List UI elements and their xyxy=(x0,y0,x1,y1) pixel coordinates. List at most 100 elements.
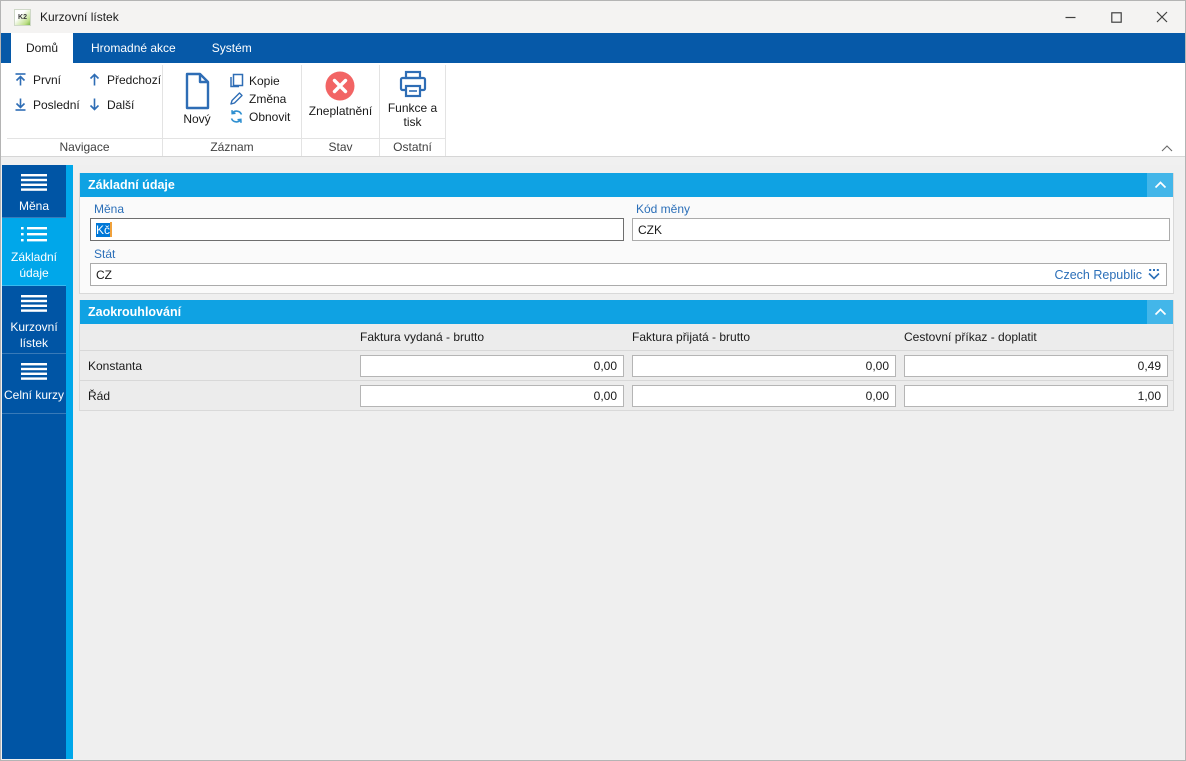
minimize-icon xyxy=(1065,16,1075,18)
titlebar: K2 Kurzovní lístek xyxy=(1,1,1185,33)
sidebar-label-celni-kurzy: Celní kurzy xyxy=(3,388,65,402)
group-label-ostatni: Ostatní xyxy=(380,138,445,156)
collapse-ribbon-button[interactable] xyxy=(1161,145,1173,152)
previous-label: Předchozí xyxy=(107,72,162,87)
panel-header-zaokrouhlovani: Zaokrouhlování xyxy=(80,300,1173,324)
chevron-up-icon xyxy=(1154,308,1166,316)
detail-list-icon xyxy=(21,227,47,242)
functions-print-button[interactable]: Funkce a tisk xyxy=(384,70,442,129)
refresh-label: Obnovit xyxy=(249,109,291,124)
sidebar: Měna Základní údaje Kurzovní lístek xyxy=(2,165,66,759)
rad-faktura-prijata-input[interactable]: 0,00 xyxy=(632,384,896,407)
table-row-rad: Řád 0,00 0,00 1,00 xyxy=(80,381,1173,410)
panel-title: Základní údaje xyxy=(88,178,175,192)
copy-icon xyxy=(230,73,244,88)
chevron-up-icon xyxy=(1154,181,1166,189)
menu-bars-icon xyxy=(21,174,47,191)
ribbon-tabstrip: Domů Hromadné akce Systém xyxy=(1,33,1185,63)
window-title: Kurzovní lístek xyxy=(40,10,119,24)
edit-label: Změna xyxy=(249,91,287,106)
arrow-up-to-line-icon xyxy=(15,73,26,86)
tab-domu[interactable]: Domů xyxy=(11,33,74,63)
collapse-section-button[interactable] xyxy=(1147,300,1173,324)
kod-meny-input[interactable]: CZK xyxy=(632,218,1170,241)
new-label: Nový xyxy=(183,112,211,126)
konstanta-faktura-prijata-input[interactable]: 0,00 xyxy=(632,354,896,377)
rad-faktura-vydana-input[interactable]: 0,00 xyxy=(360,384,624,407)
content-area: Základní údaje Měna Kód měny Kč xyxy=(73,165,1184,759)
group-label-navigace: Navigace xyxy=(7,138,162,156)
table-row-konstanta: Konstanta 0,00 0,00 0,49 xyxy=(80,351,1173,381)
first-label: První xyxy=(33,72,62,87)
collapse-section-button[interactable] xyxy=(1147,173,1173,197)
tab-system[interactable]: Systém xyxy=(211,41,252,55)
text-caret xyxy=(110,222,113,237)
sidebar-label-mena: Měna xyxy=(18,199,50,213)
invalidate-label: Zneplatnění xyxy=(308,104,373,118)
arrow-up-icon xyxy=(89,73,100,86)
konstanta-faktura-vydana-input[interactable]: 0,00 xyxy=(360,354,624,377)
new-document-icon xyxy=(185,72,210,110)
menu-bars-icon xyxy=(21,295,47,312)
maximize-button[interactable] xyxy=(1093,1,1139,33)
mena-input[interactable]: Kč xyxy=(90,218,624,241)
copy-label: Kopie xyxy=(249,73,280,88)
ribbon-group-ostatni: Funkce a tisk Ostatní xyxy=(380,65,446,156)
arrow-down-icon xyxy=(89,98,100,111)
column-header: Faktura přijatá - brutto xyxy=(632,330,751,344)
ribbon-group-zaznam: Nový Kopie Změna xyxy=(163,65,302,156)
sidebar-item-mena[interactable]: Měna xyxy=(2,165,66,218)
minimize-button[interactable] xyxy=(1047,1,1093,33)
last-button[interactable]: Poslední xyxy=(13,97,85,112)
mena-field-label: Měna xyxy=(94,202,125,216)
ribbon-group-stav: Zneplatnění Stav xyxy=(302,65,380,156)
close-icon xyxy=(1156,11,1168,23)
pencil-icon xyxy=(230,92,243,105)
panel-header-zakladni-udaje: Základní údaje xyxy=(80,173,1173,197)
sidebar-label-zakladni-udaje: Základní údaje xyxy=(10,250,58,280)
group-label-zaznam: Záznam xyxy=(163,138,301,156)
refresh-icon xyxy=(230,110,243,123)
next-label: Další xyxy=(107,97,135,112)
panel-zakladni-udaje: Základní údaje Měna Kód měny Kč xyxy=(79,173,1174,294)
refresh-button[interactable]: Obnovit xyxy=(229,109,290,124)
group-label-stav: Stav xyxy=(302,138,379,156)
first-button[interactable]: První xyxy=(13,72,85,87)
mena-selected-text: Kč xyxy=(96,222,111,237)
copy-button[interactable]: Kopie xyxy=(229,73,290,88)
next-button[interactable]: Další xyxy=(87,97,165,112)
sidebar-item-celni-kurzy[interactable]: Celní kurzy xyxy=(2,354,66,414)
stat-input[interactable]: CZ Czech Republic xyxy=(90,263,1167,286)
stat-value: CZ xyxy=(96,267,112,282)
invalidate-red-x-icon xyxy=(325,71,355,101)
arrow-down-to-line-icon xyxy=(15,98,26,111)
panel-title: Zaokrouhlování xyxy=(88,305,182,319)
column-header: Faktura vydaná - brutto xyxy=(360,330,485,344)
functions-print-label: Funkce a tisk xyxy=(387,101,438,129)
previous-button[interactable]: Předchozí xyxy=(87,72,165,87)
sidebar-item-zakladni-udaje[interactable]: Základní údaje xyxy=(2,218,66,286)
sidebar-item-kurzovni-listek[interactable]: Kurzovní lístek xyxy=(2,286,66,354)
ribbon: První Předchozí Poslední xyxy=(1,63,1185,157)
stat-display-name: Czech Republic xyxy=(1054,267,1142,282)
ribbon-group-navigace: První Předchozí Poslední xyxy=(7,65,163,156)
sidebar-label-kurzovni-listek: Kurzovní lístek xyxy=(10,320,58,350)
new-button[interactable]: Nový xyxy=(169,69,225,126)
row-label-konstanta: Konstanta xyxy=(88,358,143,373)
edit-button[interactable]: Změna xyxy=(229,91,290,106)
konstanta-cestovni-prikaz-input[interactable]: 0,49 xyxy=(904,354,1168,377)
kod-meny-field-label: Kód měny xyxy=(636,202,691,216)
column-header: Cestovní příkaz - doplatit xyxy=(904,330,1037,344)
app-logo-icon: K2 xyxy=(14,8,31,26)
panel-zaokrouhlovani: Zaokrouhlování Faktura vydaná - brutto F… xyxy=(79,300,1174,411)
close-button[interactable] xyxy=(1139,1,1185,33)
rad-cestovni-prikaz-input[interactable]: 1,00 xyxy=(904,384,1168,407)
maximize-icon xyxy=(1110,11,1122,23)
last-label: Poslední xyxy=(33,97,80,112)
lookup-dropdown-icon[interactable] xyxy=(1147,268,1161,281)
invalidate-button[interactable]: Zneplatnění xyxy=(309,70,372,118)
row-label-rad: Řád xyxy=(88,388,111,403)
tab-hromadne-akce[interactable]: Hromadné akce xyxy=(91,41,176,55)
menu-bars-icon xyxy=(21,363,47,380)
